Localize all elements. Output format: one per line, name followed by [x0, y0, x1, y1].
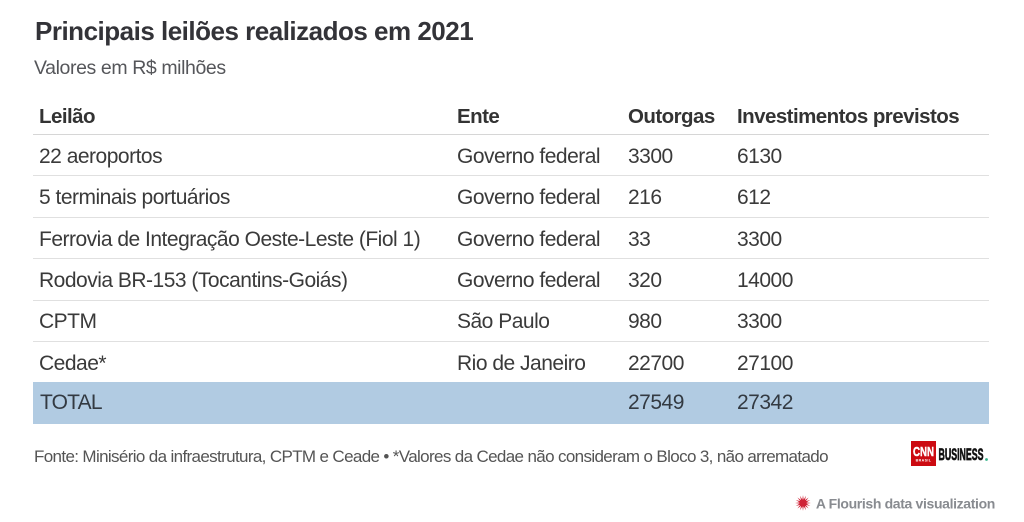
- svg-text:CNN: CNN: [913, 444, 934, 459]
- svg-text:BRASIL: BRASIL: [916, 459, 932, 463]
- svg-text:BUSINESS: BUSINESS: [939, 445, 984, 464]
